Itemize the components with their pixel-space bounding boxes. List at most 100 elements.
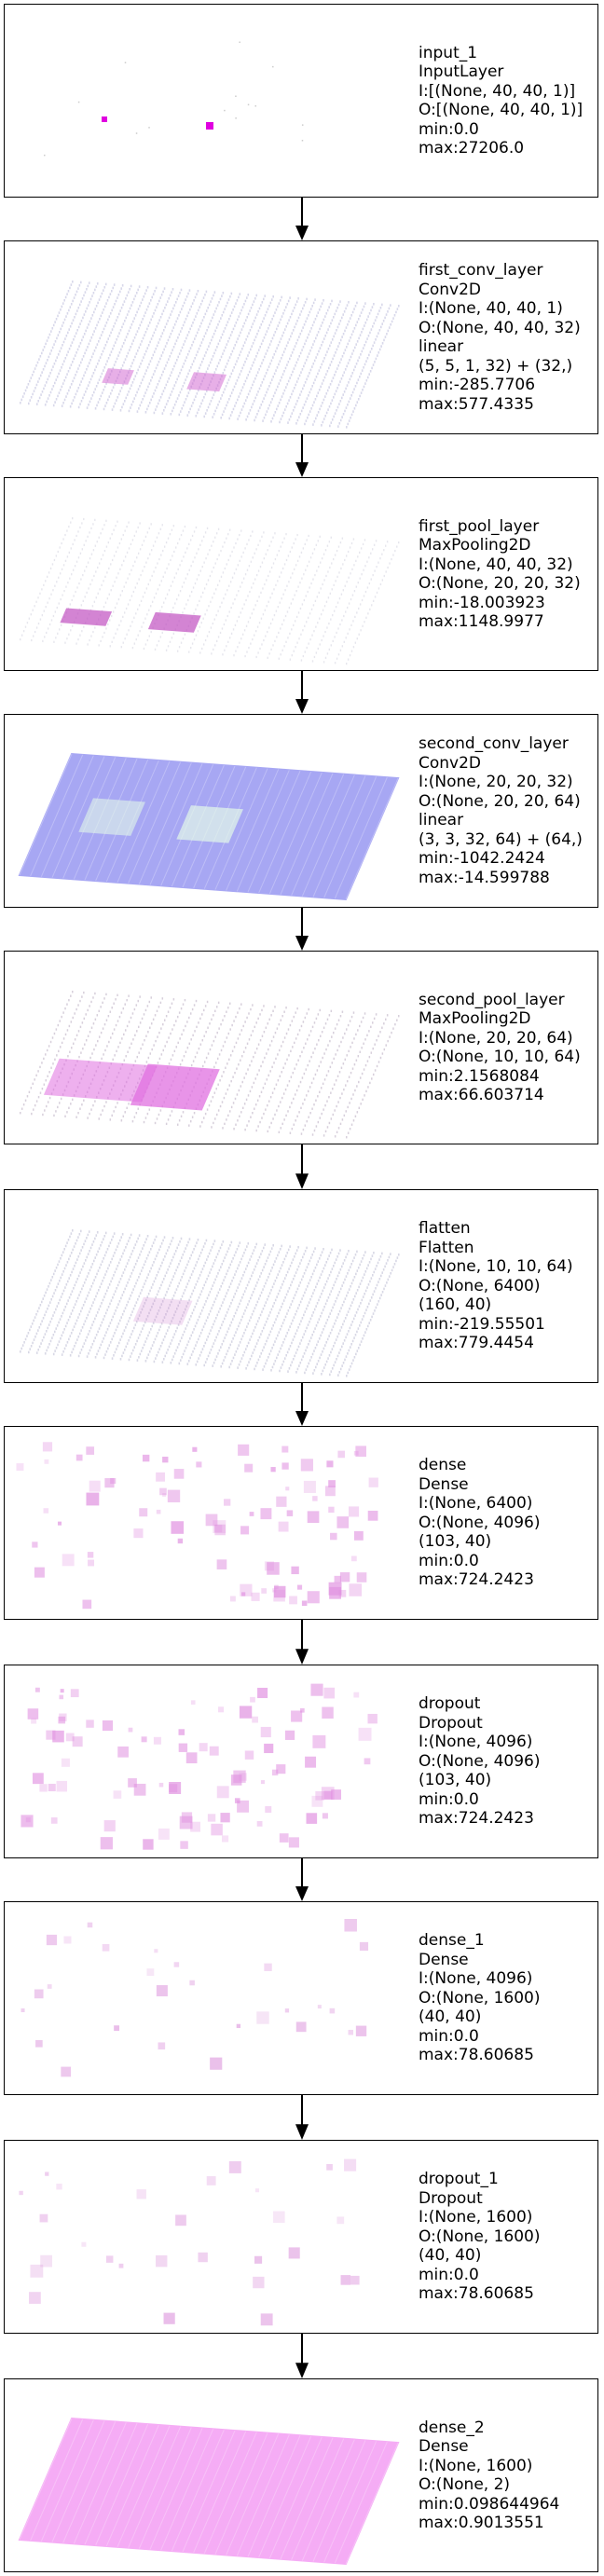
grid-cell	[376, 1064, 378, 1068]
grid-cell	[162, 1022, 164, 1026]
grid-cell	[91, 314, 94, 317]
grid-cell	[295, 1313, 296, 1316]
grid-cell	[241, 386, 244, 389]
grid-cell	[220, 397, 222, 400]
grid-cell	[203, 1345, 205, 1348]
layer-info-line: min:-285.7706	[419, 376, 536, 394]
grid-cell	[349, 397, 351, 400]
grid-cell	[280, 1019, 282, 1021]
grid-cell	[125, 582, 127, 584]
grid-cell	[209, 1351, 211, 1354]
grid-cell	[177, 1243, 180, 1246]
grid-cell	[262, 359, 265, 362]
grid-cell	[371, 306, 374, 308]
grid-cell	[262, 1368, 264, 1371]
grid-cell	[87, 1008, 89, 1012]
grid-cell	[130, 1233, 132, 1237]
grid-cell	[181, 1295, 184, 1298]
grid-cell	[249, 590, 251, 594]
grid-cell	[325, 1048, 327, 1051]
grid-cell	[277, 404, 280, 407]
grid-cell	[340, 377, 343, 380]
grid-cell	[46, 339, 48, 342]
grid-cell	[282, 331, 285, 335]
grid-cell	[146, 613, 148, 616]
grid-cell	[336, 575, 338, 578]
grid-cell	[76, 351, 77, 354]
grid-cell	[104, 324, 106, 327]
grid-cell	[244, 1348, 247, 1350]
grid-cell	[194, 1324, 197, 1328]
slab-gridline	[236, 770, 290, 892]
grid-cell	[261, 301, 264, 304]
grid-cell	[355, 559, 357, 562]
grid-cell	[321, 1251, 323, 1254]
grid-cell	[95, 365, 98, 368]
grid-cell	[100, 334, 103, 336]
grid-cell	[39, 1091, 42, 1094]
grid-cell	[254, 1246, 256, 1249]
grid-cell	[369, 331, 371, 335]
grid-cell	[334, 1281, 336, 1283]
grid-cell	[368, 1261, 371, 1264]
grid-cell	[173, 1272, 176, 1275]
grid-cell	[127, 603, 130, 606]
grid-cell	[299, 1281, 302, 1284]
grid-cell	[228, 1267, 230, 1269]
grid-cell	[331, 588, 333, 591]
grid-cell	[224, 649, 226, 651]
grid-cell	[295, 422, 297, 425]
grid-cell	[350, 355, 352, 359]
grid-cell	[200, 402, 202, 405]
grid-cell	[343, 1320, 346, 1322]
grid-cell	[36, 1309, 39, 1313]
grid-cell	[154, 1014, 157, 1017]
grid-cell	[197, 308, 199, 312]
grid-cell	[258, 1317, 260, 1320]
grid-cell	[185, 603, 187, 606]
grid-cell	[161, 606, 163, 609]
grid-cell	[350, 1304, 352, 1308]
grid-cell	[313, 548, 316, 551]
grid-cell	[306, 1326, 308, 1330]
grid-cell	[222, 1019, 224, 1021]
grid-cell	[35, 1351, 38, 1354]
arrow-head	[295, 1173, 309, 1189]
grid-cell	[392, 1027, 394, 1030]
grid-cell	[309, 1256, 312, 1259]
grid-cell	[242, 325, 244, 328]
grid-cell	[299, 413, 302, 416]
grid-cell	[238, 335, 240, 337]
grid-cell	[61, 385, 63, 389]
grid-cell	[355, 1272, 357, 1276]
grid-cell	[289, 316, 292, 319]
grid-cell	[240, 555, 242, 558]
grid-cell	[223, 410, 225, 413]
grid-cell	[108, 1040, 110, 1044]
grid-cell	[193, 1112, 196, 1115]
grid-cell	[48, 394, 50, 397]
grid-cell	[304, 542, 306, 546]
grid-cell	[151, 395, 154, 398]
grid-cell	[272, 536, 274, 539]
grid-cell	[240, 1277, 243, 1280]
grid-cell	[310, 327, 312, 330]
grid-cell	[319, 643, 321, 646]
grid-cell	[35, 1332, 38, 1336]
grid-cell	[216, 1295, 218, 1297]
grid-cell	[89, 297, 92, 301]
grid-cell	[109, 312, 112, 315]
grid-cell	[317, 331, 320, 334]
grid-cell	[226, 1311, 228, 1314]
grid-cell	[337, 1101, 339, 1103]
grid-cell	[223, 597, 225, 600]
grid-cell	[270, 566, 273, 569]
grid-cell	[308, 352, 310, 355]
grid-cell	[118, 1319, 121, 1322]
grid-cell	[325, 1261, 328, 1264]
grid-cell	[226, 340, 229, 343]
grid-cell	[294, 1041, 295, 1045]
grid-cell	[97, 301, 99, 305]
grid-cell	[187, 1260, 190, 1263]
grid-cell	[94, 1276, 97, 1279]
